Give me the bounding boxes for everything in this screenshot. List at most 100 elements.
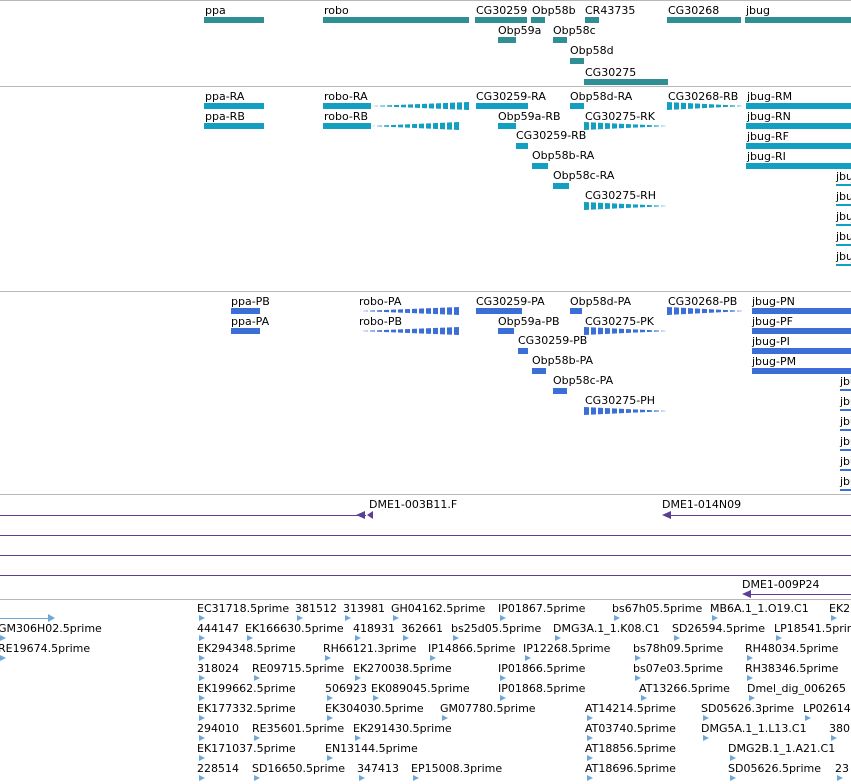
protein-label[interactable]: Obp58d-PA	[570, 295, 632, 308]
est-label[interactable]: bs67h05.5prime	[612, 602, 703, 615]
est-label[interactable]: RE09715.5prime	[252, 662, 345, 675]
protein-label[interactable]: CG30275-PH	[585, 394, 656, 407]
gene-jbug[interactable]	[745, 17, 851, 23]
est-label[interactable]: EK291430.5prime	[353, 722, 452, 735]
gene-label-jbug[interactable]: jbug	[746, 4, 770, 17]
transcript-label[interactable]: Obp58d-RA	[570, 90, 633, 103]
protein-jbug[interactable]	[840, 409, 851, 411]
est-label[interactable]: EK2	[829, 602, 851, 615]
protein-ppa-pa[interactable]	[231, 328, 260, 334]
est-line[interactable]	[0, 618, 50, 619]
est-arrow-icon[interactable]	[805, 715, 811, 721]
est-arrow-icon[interactable]	[199, 715, 205, 721]
est-label[interactable]: MB6A.1_1.O19.C1	[710, 602, 809, 615]
est-arrow-icon[interactable]	[403, 635, 409, 641]
protein-jbug-pi[interactable]	[752, 348, 851, 354]
est-arrow-icon[interactable]	[297, 615, 303, 621]
protein-ppa-pb[interactable]	[231, 308, 260, 314]
transcript-label[interactable]: CG30275-RK	[585, 110, 656, 123]
protein-label[interactable]: jbu	[840, 395, 851, 408]
est-label[interactable]: GH04162.5prime	[391, 602, 486, 615]
est-arrow-icon[interactable]	[393, 615, 399, 621]
gene-label-obp59a[interactable]: Obp59a	[498, 24, 542, 37]
transcript-label[interactable]: jbug-RM	[747, 90, 793, 103]
est-arrow-icon[interactable]	[355, 635, 361, 641]
est-label[interactable]: RE35601.5prime	[252, 722, 345, 735]
clone-line[interactable]	[670, 515, 851, 516]
transcript-label[interactable]: jbu	[836, 230, 851, 243]
protein-jbug-pf[interactable]	[752, 328, 851, 334]
est-arrow-icon[interactable]	[500, 675, 506, 681]
protein-jbug[interactable]	[840, 469, 851, 471]
est-arrow-icon[interactable]	[837, 775, 843, 781]
gene-label-obp58d[interactable]: Obp58d	[570, 44, 614, 57]
est-label[interactable]: IP01867.5prime	[498, 602, 586, 615]
est-arrow-icon[interactable]	[199, 735, 205, 741]
transcript-obp59a-rb[interactable]	[498, 123, 516, 129]
est-arrow-icon[interactable]	[355, 735, 361, 741]
transcript-robo-ra[interactable]	[323, 103, 371, 109]
protein-label[interactable]: robo-PA	[359, 295, 402, 308]
transcript-label[interactable]: robo-RA	[324, 90, 368, 103]
transcript-label[interactable]: jbu	[836, 190, 851, 203]
transcript-jbug[interactable]	[836, 264, 851, 266]
est-label[interactable]: 347413	[357, 762, 399, 775]
gene-ppa[interactable]	[204, 17, 264, 23]
protein-jbug[interactable]	[840, 389, 851, 391]
transcript-cg30259-ra[interactable]	[476, 103, 528, 109]
protein-label[interactable]: jbu	[840, 455, 851, 468]
est-arrow-icon[interactable]	[776, 635, 782, 641]
est-label[interactable]: EK089045.5prime	[371, 682, 470, 695]
transcript-label[interactable]: Obp58c-RA	[553, 169, 615, 182]
protein-label[interactable]: CG30275-PK	[585, 315, 655, 328]
est-label[interactable]: RH48034.5prime	[745, 642, 839, 655]
transcript-ppa-ra[interactable]	[204, 103, 264, 109]
gene-cg30268[interactable]	[667, 17, 741, 23]
est-arrow-icon[interactable]	[635, 655, 641, 661]
transcript-label[interactable]: CG30275-RH	[585, 189, 657, 202]
est-label[interactable]: 228514	[197, 762, 239, 775]
protein-label[interactable]: robo-PB	[359, 315, 403, 328]
gene-obp58d[interactable]	[570, 58, 584, 64]
transcript-cg30259-rb[interactable]	[516, 143, 528, 149]
est-label[interactable]: AT13266.5prime	[639, 682, 730, 695]
clone-line[interactable]	[750, 594, 851, 595]
est-label[interactable]: IP01866.5prime	[498, 662, 586, 675]
est-label[interactable]: GM07780.5prime	[440, 702, 536, 715]
gene-label-cg30268[interactable]: CG30268	[668, 4, 720, 17]
est-arrow-icon[interactable]	[327, 715, 333, 721]
protein-label[interactable]: CG30268-PB	[668, 295, 738, 308]
est-arrow-icon[interactable]	[413, 775, 419, 781]
transcript-label[interactable]: CG30268-RB	[668, 90, 739, 103]
est-label[interactable]: EK171037.5prime	[197, 742, 296, 755]
est-arrow-icon[interactable]	[199, 775, 205, 781]
est-label[interactable]: IP14866.5prime	[428, 642, 516, 655]
protein-label[interactable]: CG30259-PA	[476, 295, 545, 308]
est-arrow-icon[interactable]	[254, 775, 260, 781]
est-arrow-icon[interactable]	[327, 755, 333, 761]
transcript-obp58b-ra[interactable]	[532, 163, 548, 169]
est-label[interactable]: 294010	[197, 722, 239, 735]
est-label[interactable]: 380	[829, 722, 850, 735]
est-label[interactable]: SD26594.5prime	[672, 622, 765, 635]
est-arrow-icon[interactable]	[254, 735, 260, 741]
est-label[interactable]: DMG2B.1_1.A21.C1	[728, 742, 836, 755]
protein-obp58c-pa[interactable]	[553, 388, 567, 394]
protein-jbug[interactable]	[840, 449, 851, 451]
est-label[interactable]: IP12268.5prime	[523, 642, 611, 655]
est-label[interactable]: EK270038.5prime	[353, 662, 452, 675]
est-label[interactable]: EN13144.5prime	[325, 742, 418, 755]
est-label[interactable]: RH66121.3prime	[323, 642, 417, 655]
est-arrow-icon[interactable]	[587, 715, 593, 721]
est-label[interactable]: DMG3A.1_1.K08.C1	[553, 622, 660, 635]
est-arrow-icon[interactable]	[747, 655, 753, 661]
transcript-jbug-rm[interactable]	[746, 103, 851, 109]
est-arrow-icon[interactable]	[525, 655, 531, 661]
est-arrow-icon[interactable]	[703, 735, 709, 741]
gene-obp58c[interactable]	[553, 37, 567, 43]
gene-cg30275[interactable]	[584, 79, 668, 85]
gene-label-cr43735[interactable]: CR43735	[585, 4, 636, 17]
transcript-label[interactable]: Obp59a-RB	[498, 110, 561, 123]
transcript-jbug[interactable]	[836, 224, 851, 226]
gene-robo[interactable]	[323, 17, 469, 23]
